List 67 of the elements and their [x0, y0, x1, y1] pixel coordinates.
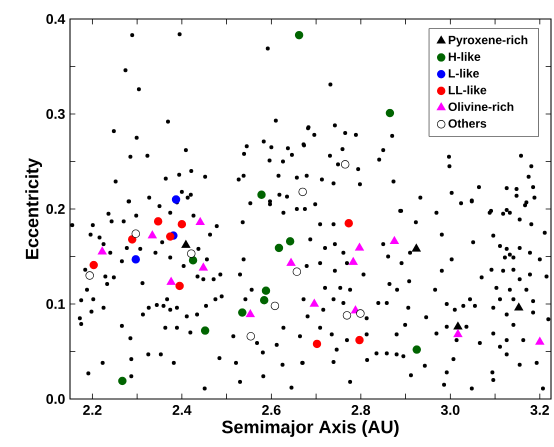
- point: [98, 246, 107, 254]
- point: [344, 219, 353, 228]
- point: [286, 258, 296, 266]
- point: [172, 195, 180, 204]
- point: [286, 237, 294, 246]
- y-tick-label: 0.1: [46, 299, 65, 309]
- y-tick-label: 0.3: [46, 109, 65, 119]
- point: [386, 108, 394, 118]
- point: [298, 188, 307, 196]
- x-tick-label: 2.4: [172, 405, 192, 415]
- x-tick-label: 2.6: [262, 405, 281, 415]
- point: [355, 242, 364, 251]
- point: [310, 298, 319, 307]
- point: [188, 256, 198, 264]
- point: [132, 255, 140, 264]
- point: [85, 271, 94, 280]
- x-tick-label: 2.2: [83, 405, 102, 415]
- point: [342, 311, 352, 320]
- point: [412, 244, 421, 252]
- point: [292, 267, 302, 276]
- point: [90, 260, 98, 270]
- point: [340, 160, 350, 169]
- point: [453, 329, 462, 338]
- point: [412, 345, 421, 354]
- point: [181, 240, 190, 248]
- x-axis-title: Semimajor Axis (AU): [222, 420, 399, 437]
- point: [355, 336, 364, 344]
- point: [166, 232, 174, 241]
- point: [356, 309, 365, 318]
- point: [187, 249, 196, 258]
- point: [200, 326, 210, 335]
- point: [118, 376, 127, 386]
- y-tick-label: 0.4: [46, 14, 66, 24]
- point: [198, 262, 208, 271]
- point: [257, 190, 266, 199]
- point: [148, 230, 157, 238]
- x-tick-label: 3.2: [530, 405, 549, 415]
- legend-label: LL-like: [448, 86, 486, 94]
- point: [270, 302, 280, 310]
- point: [154, 217, 162, 226]
- x-tick-label: 3.0: [440, 405, 460, 415]
- legend-label: Olivine-rich: [448, 102, 514, 112]
- legend-label: L-like: [448, 68, 479, 78]
- point: [196, 217, 205, 226]
- point: [390, 236, 399, 244]
- point: [453, 322, 462, 330]
- point: [238, 308, 246, 317]
- point: [312, 340, 322, 348]
- point: [178, 220, 186, 228]
- point: [348, 257, 358, 265]
- point: [132, 230, 140, 238]
- point: [274, 244, 284, 252]
- y-axis-title: Eccentricity: [25, 158, 42, 259]
- y-tick-label: 0.2: [46, 204, 65, 214]
- point: [246, 309, 255, 318]
- legend-label: Others: [448, 118, 486, 128]
- point: [166, 277, 176, 285]
- legend-label: Pyroxene-rich: [448, 35, 528, 47]
- point: [262, 286, 270, 295]
- point: [294, 30, 304, 40]
- x-tick-label: 2.8: [352, 405, 370, 415]
- point: [260, 296, 268, 304]
- point: [175, 282, 184, 290]
- point: [514, 302, 524, 311]
- point: [246, 332, 255, 340]
- y-tick-label: 0.0: [46, 394, 65, 404]
- legend-label: H-like: [448, 52, 480, 61]
